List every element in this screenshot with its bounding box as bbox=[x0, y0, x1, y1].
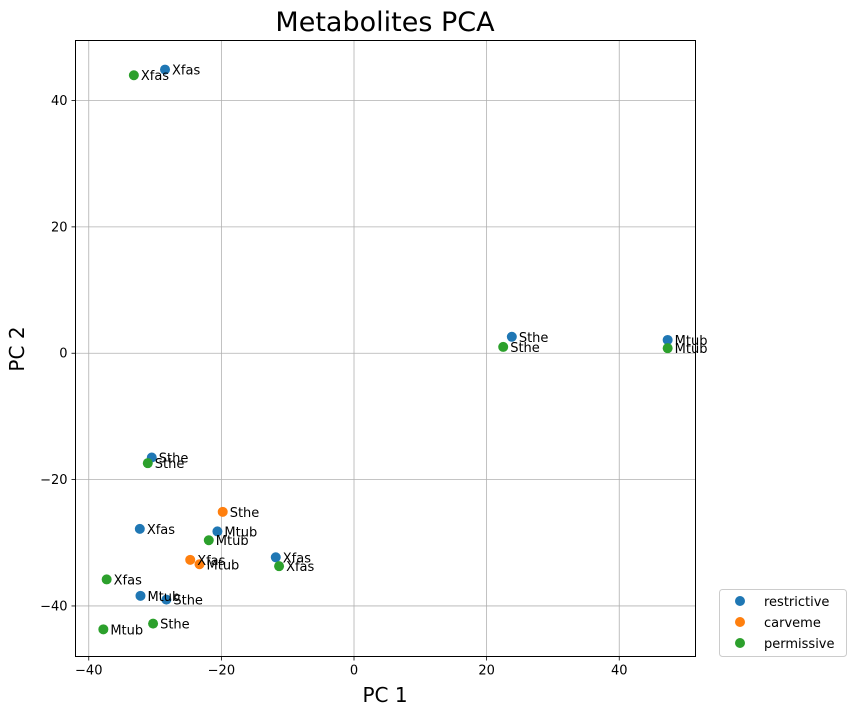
data-point-restrictive bbox=[135, 590, 146, 601]
legend-marker-carveme bbox=[735, 617, 745, 627]
x-tick-label: 40 bbox=[611, 664, 628, 679]
x-tick-label: 20 bbox=[478, 664, 495, 679]
x-tick-label: −40 bbox=[75, 664, 102, 679]
legend-label-permissive: permissive bbox=[764, 637, 835, 652]
grid bbox=[75, 40, 696, 657]
data-point-restrictive bbox=[506, 331, 517, 342]
data-point-permissive bbox=[98, 624, 109, 635]
data-point-permissive bbox=[498, 341, 509, 352]
point-label: Xfas bbox=[147, 523, 175, 538]
x-tick-label: 0 bbox=[350, 664, 358, 679]
y-tick-label: 0 bbox=[59, 347, 67, 362]
legend-marker-restrictive bbox=[735, 596, 745, 606]
y-tick-label: 20 bbox=[51, 220, 68, 235]
data-point-restrictive bbox=[160, 64, 171, 75]
point-label: Mtub bbox=[675, 342, 708, 357]
data-point-permissive bbox=[148, 618, 159, 629]
legend-label-carveme: carveme bbox=[764, 616, 821, 631]
data-point-permissive bbox=[142, 458, 153, 469]
data-point-restrictive bbox=[662, 334, 673, 345]
legend-box bbox=[719, 589, 847, 657]
point-label: Mtub bbox=[224, 525, 257, 540]
point-label: Xfas bbox=[283, 551, 311, 566]
legend-label-restrictive: restrictive bbox=[764, 595, 829, 610]
point-label: Sthe bbox=[519, 331, 549, 346]
data-point-permissive bbox=[128, 70, 139, 81]
point-label: Xfas bbox=[197, 554, 225, 569]
axis-ticks: −40 −20 0 20 40 −40 −20 0 20 40 bbox=[40, 94, 627, 678]
x-tick-label: −20 bbox=[208, 664, 235, 679]
point-label: Mtub bbox=[110, 623, 143, 638]
point-label: Sthe bbox=[155, 457, 185, 472]
point-label: Xfas bbox=[114, 573, 142, 588]
data-point-permissive bbox=[203, 535, 214, 546]
data-point-permissive bbox=[274, 561, 285, 572]
point-label: Xfas bbox=[286, 560, 314, 575]
point-label: Mtub bbox=[147, 590, 180, 605]
legend: restrictive carveme permissive bbox=[719, 589, 847, 657]
point-label: Sthe bbox=[160, 618, 190, 633]
y-axis-title: PC 2 bbox=[5, 326, 29, 371]
point-label: Xfas bbox=[141, 69, 169, 84]
y-tick-label: −40 bbox=[40, 599, 67, 614]
point-label: Xfas bbox=[172, 64, 200, 79]
data-point-carveme bbox=[194, 559, 205, 570]
y-tick-label: 40 bbox=[51, 94, 68, 109]
data-point-restrictive bbox=[134, 523, 145, 534]
point-label: Mtub bbox=[216, 534, 249, 549]
data-point-restrictive bbox=[161, 594, 172, 605]
data-point-restrictive bbox=[270, 552, 281, 563]
data-point-permissive bbox=[101, 574, 112, 585]
x-axis-title: PC 1 bbox=[362, 683, 407, 707]
chart-title: Metabolites PCA bbox=[275, 7, 495, 38]
plot-frame bbox=[75, 40, 696, 657]
legend-marker-permissive bbox=[735, 638, 745, 648]
data-point-restrictive bbox=[212, 526, 223, 537]
data-point-carveme bbox=[217, 506, 228, 517]
data-points bbox=[98, 64, 673, 635]
y-tick-label: −20 bbox=[40, 473, 67, 488]
point-label: Sthe bbox=[230, 506, 260, 521]
point-label: Sthe bbox=[173, 594, 203, 609]
point-label: Sthe bbox=[510, 341, 540, 356]
data-point-permissive bbox=[662, 343, 673, 354]
point-label: Mtub bbox=[207, 558, 240, 573]
point-label: Mtub bbox=[675, 334, 708, 349]
data-point-carveme bbox=[185, 554, 196, 565]
point-label: Sthe bbox=[159, 451, 189, 466]
